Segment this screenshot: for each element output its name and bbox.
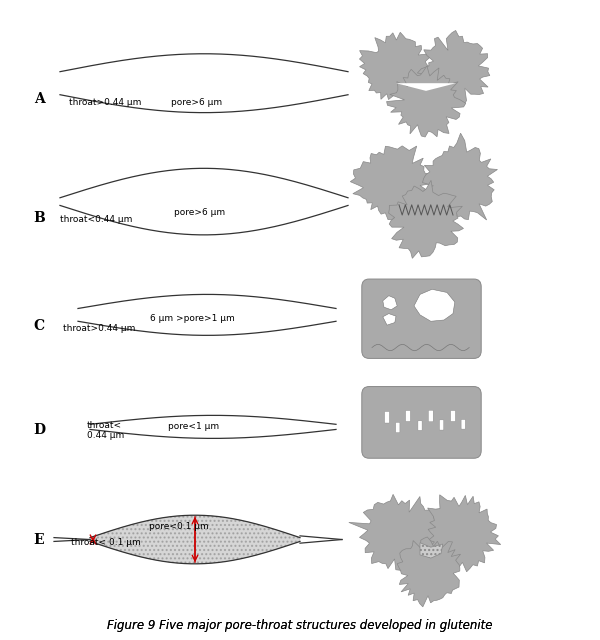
- FancyBboxPatch shape: [451, 411, 455, 422]
- FancyBboxPatch shape: [362, 387, 481, 458]
- FancyBboxPatch shape: [439, 420, 444, 430]
- FancyBboxPatch shape: [428, 410, 433, 422]
- FancyBboxPatch shape: [385, 412, 389, 423]
- Polygon shape: [350, 146, 438, 220]
- Text: throat<0.44 μm: throat<0.44 μm: [60, 215, 133, 224]
- Text: throat<
0.44 μm: throat< 0.44 μm: [87, 421, 124, 440]
- Text: Figure 9 Five major pore-throat structures developed in glutenite: Figure 9 Five major pore-throat structur…: [107, 620, 493, 632]
- Polygon shape: [397, 537, 461, 607]
- Polygon shape: [428, 495, 501, 572]
- Text: C: C: [34, 319, 44, 333]
- Text: pore>6 μm: pore>6 μm: [171, 98, 222, 107]
- Polygon shape: [414, 289, 455, 321]
- Polygon shape: [383, 314, 396, 325]
- Text: A: A: [34, 92, 44, 106]
- Polygon shape: [349, 494, 445, 580]
- Polygon shape: [359, 32, 436, 100]
- Text: pore<0.1 μm: pore<0.1 μm: [149, 522, 209, 531]
- FancyBboxPatch shape: [396, 422, 400, 433]
- FancyBboxPatch shape: [418, 421, 422, 430]
- Polygon shape: [383, 296, 397, 310]
- Text: B: B: [33, 211, 45, 225]
- FancyBboxPatch shape: [362, 279, 481, 358]
- Text: Figure 9 Five major pore-throat structures developed in glutenite: Figure 9 Five major pore-throat structur…: [107, 620, 493, 632]
- Polygon shape: [422, 133, 497, 220]
- Polygon shape: [420, 543, 443, 558]
- Polygon shape: [418, 31, 490, 106]
- Polygon shape: [389, 180, 463, 259]
- Polygon shape: [386, 66, 466, 137]
- Polygon shape: [396, 83, 456, 91]
- FancyBboxPatch shape: [461, 420, 466, 429]
- Text: throat>0.44 μm: throat>0.44 μm: [63, 324, 136, 333]
- Text: throat>0.44 μm: throat>0.44 μm: [69, 98, 142, 107]
- Text: E: E: [34, 532, 44, 547]
- Text: pore<1 μm: pore<1 μm: [168, 422, 219, 431]
- Text: pore>6 μm: pore>6 μm: [174, 208, 225, 217]
- Text: D: D: [33, 423, 45, 437]
- Text: 6 μm >pore>1 μm: 6 μm >pore>1 μm: [150, 314, 235, 323]
- FancyBboxPatch shape: [406, 411, 410, 422]
- Text: throat< 0.1 μm: throat< 0.1 μm: [71, 538, 140, 547]
